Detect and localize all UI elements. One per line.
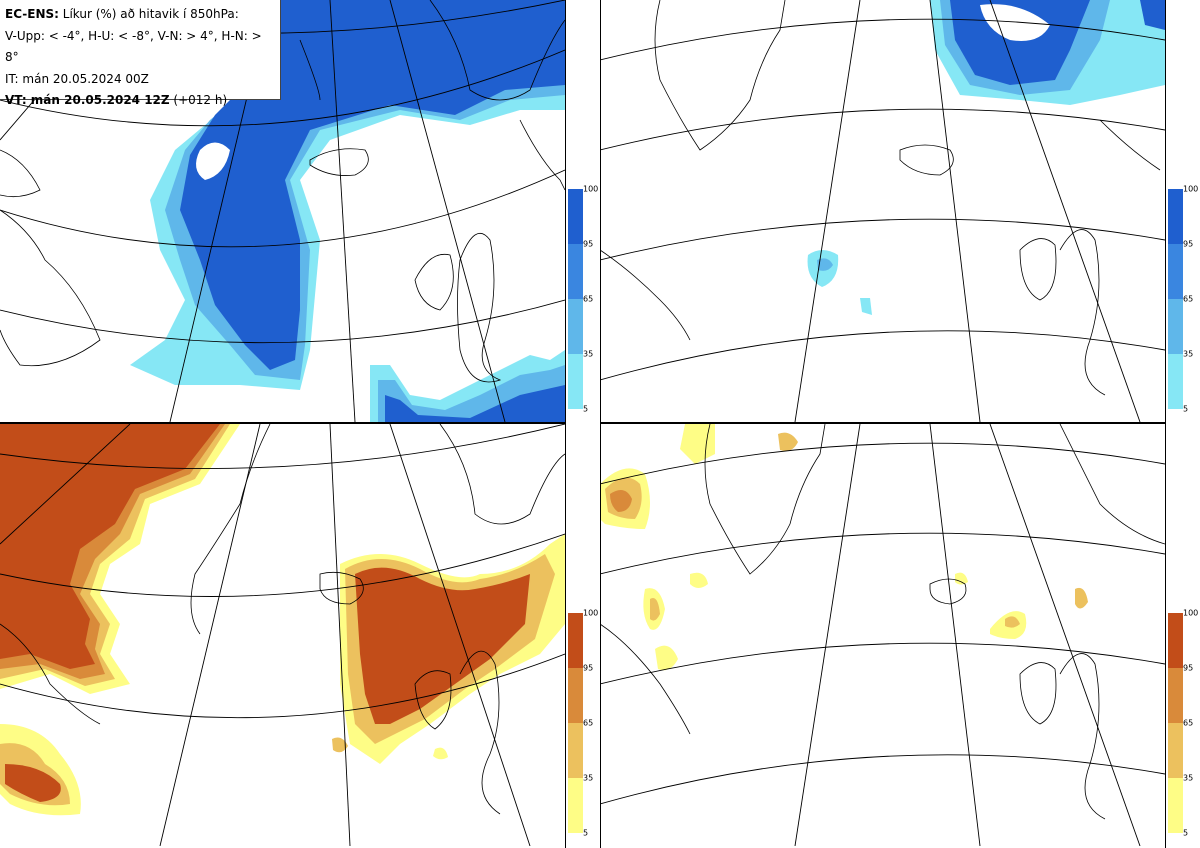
probability-field: [0, 424, 565, 816]
map-info-box: EC-ENS: Líkur (%) að hitavik í 850hPa: V…: [0, 0, 281, 107]
map-panel-cold-8: [600, 0, 1165, 422]
coastlines: [600, 0, 1161, 396]
map-canvas: [0, 424, 565, 846]
map-panel-warm-4: [0, 424, 565, 846]
coastlines: [600, 424, 1165, 820]
graticule: [600, 424, 1165, 846]
colorbar-warm-1: [568, 613, 583, 833]
probability-field: [600, 424, 1088, 671]
panel-divider: [565, 0, 566, 848]
colorbar-cold-2: [1168, 189, 1183, 409]
colorbar-cold-1: [568, 189, 583, 409]
map-canvas: [600, 424, 1165, 846]
info-line-model: EC-ENS: Líkur (%) að hitavik í 850hPa:: [5, 7, 239, 21]
info-line-initial-time: IT: mán 20.05.2024 00Z: [5, 71, 149, 86]
panel-divider: [0, 422, 565, 424]
panel-divider: [600, 422, 1166, 424]
probability-field: [807, 0, 1165, 315]
colorbar-warm-2: [1168, 613, 1183, 833]
info-line-thresholds: V-Upp: < -4°, H-U: < -8°, V-N: > 4°, H-N…: [5, 28, 262, 65]
map-canvas: [600, 0, 1165, 422]
map-panel-warm-8: [600, 424, 1165, 846]
graticule: [600, 0, 1165, 422]
panel-divider: [600, 0, 601, 848]
coastlines: [0, 424, 565, 815]
panel-divider: [1165, 0, 1166, 848]
graticule: [0, 424, 565, 846]
info-line-valid-time: VT: mán 20.05.2024 12Z (+012 h): [5, 93, 228, 107]
map-panel-cold-4: EC-ENS: Líkur (%) að hitavik í 850hPa: V…: [0, 0, 565, 422]
coastlines: [0, 0, 565, 383]
